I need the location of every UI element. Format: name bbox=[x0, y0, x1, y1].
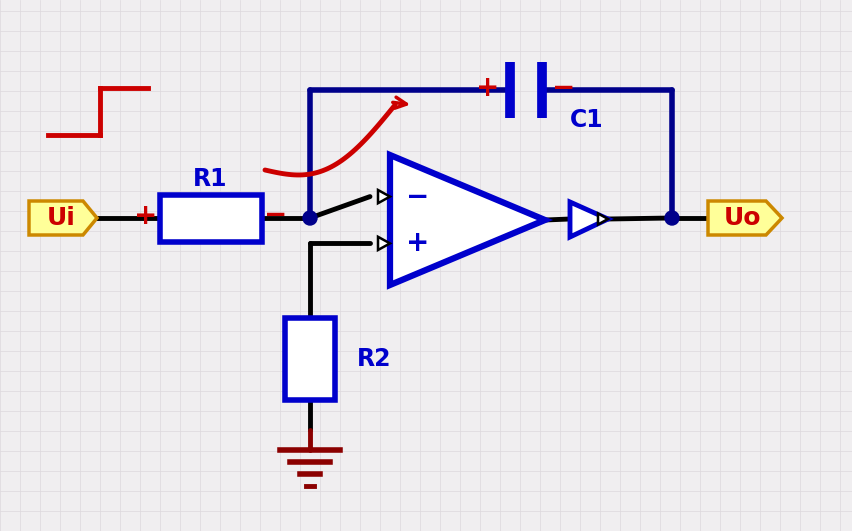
Polygon shape bbox=[598, 213, 608, 225]
Circle shape bbox=[665, 211, 679, 225]
Polygon shape bbox=[378, 190, 390, 203]
Text: R2: R2 bbox=[357, 347, 392, 371]
Polygon shape bbox=[570, 202, 608, 237]
Text: Ui: Ui bbox=[47, 206, 76, 230]
Bar bbox=[160, 195, 262, 242]
Text: +: + bbox=[406, 229, 429, 258]
Text: −: − bbox=[406, 183, 429, 211]
Text: Uo: Uo bbox=[724, 206, 762, 230]
Polygon shape bbox=[390, 155, 545, 285]
Text: −: − bbox=[552, 74, 576, 102]
Text: C1: C1 bbox=[570, 108, 603, 132]
Bar bbox=[285, 318, 335, 400]
Polygon shape bbox=[378, 237, 390, 250]
Polygon shape bbox=[29, 201, 97, 235]
Text: +: + bbox=[135, 201, 158, 229]
Text: +: + bbox=[476, 74, 499, 102]
Text: R1: R1 bbox=[193, 167, 227, 191]
Polygon shape bbox=[708, 201, 782, 235]
Text: −: − bbox=[264, 201, 288, 229]
Circle shape bbox=[303, 211, 317, 225]
